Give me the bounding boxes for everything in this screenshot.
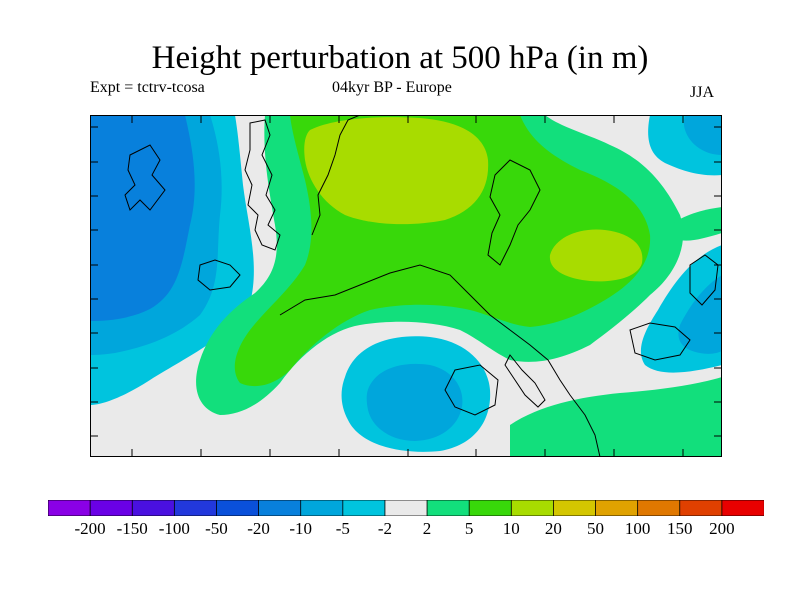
legend-swatch: [216, 500, 260, 516]
legend-tick-label: -20: [247, 519, 270, 538]
legend-tick-label: 150: [667, 519, 693, 538]
coast-greenland: [124, 144, 166, 211]
legend-tick-label: -150: [116, 519, 148, 538]
field-west-minus10: [90, 115, 195, 321]
coast-norway: [311, 115, 361, 236]
field-east-inner-plus2: [667, 207, 722, 241]
legend-tick-label: -50: [205, 519, 228, 538]
coast-italy: [504, 354, 546, 408]
legend-tick-label: -200: [74, 519, 106, 538]
legend-swatch: [510, 500, 555, 516]
legend-swatch: [384, 500, 428, 516]
color-legend-labels: -200 -150 -100 -50 -20 -10 -5 -2 2 5 10 20 50 100 150 2…: [0, 518, 800, 542]
period-region-label: 04kyr BP - Europe: [332, 79, 452, 96]
field-east-plus10: [549, 229, 643, 282]
legend-tick-label: -2: [377, 519, 393, 538]
legend-swatch: [258, 500, 302, 516]
field-southeast-plus2: [510, 377, 722, 457]
coast-iceland: [197, 259, 241, 291]
height-perturbation-map: [90, 115, 722, 457]
legend-tick-label: 5: [464, 519, 474, 538]
legend-swatch: [89, 500, 133, 516]
legend-tick-label: -5: [335, 519, 350, 538]
legend-swatch: [342, 500, 386, 516]
legend-tick-label: -10: [289, 519, 313, 538]
legend-swatch: [595, 500, 639, 516]
coast-continent: [279, 264, 601, 457]
legend-tick-label: 200: [709, 519, 735, 538]
legend-swatch: [300, 500, 344, 516]
field-north-plus10: [304, 117, 489, 225]
coast-british-isles: [244, 119, 281, 251]
coast-black-sea: [629, 322, 691, 361]
legend-tick-label: 2: [422, 519, 432, 538]
experiment-label: Expt = tctrv-tcosa: [90, 79, 205, 96]
legend-swatch: [426, 500, 470, 516]
legend-tick-label: 50: [587, 519, 605, 538]
legend-tick-label: 20: [544, 519, 562, 538]
legend-tick-label: -100: [158, 519, 190, 538]
coastlines: [124, 115, 719, 457]
legend-tick-label: 10: [502, 519, 520, 538]
legend-swatch: [679, 500, 723, 516]
plot-title: Height perturbation at 500 hPa (in m): [151, 40, 649, 76]
legend-swatch: [131, 500, 176, 516]
map-border: [90, 115, 722, 457]
legend-swatch: [637, 500, 681, 516]
color-legend-bar: [48, 500, 764, 516]
coast-caspian: [689, 254, 719, 306]
legend-swatch: [48, 500, 91, 516]
field-south-minus5: [366, 363, 463, 441]
legend-swatch: [173, 500, 218, 516]
season-label: JJA: [690, 84, 715, 101]
coast-iberia: [444, 364, 499, 416]
legend-swatch: [721, 500, 764, 516]
legend-swatch: [468, 500, 512, 516]
legend-tick-label: 100: [624, 519, 651, 538]
coast-baltic: [487, 159, 541, 266]
map-ticks: [90, 115, 722, 457]
legend-swatch: [553, 500, 597, 516]
